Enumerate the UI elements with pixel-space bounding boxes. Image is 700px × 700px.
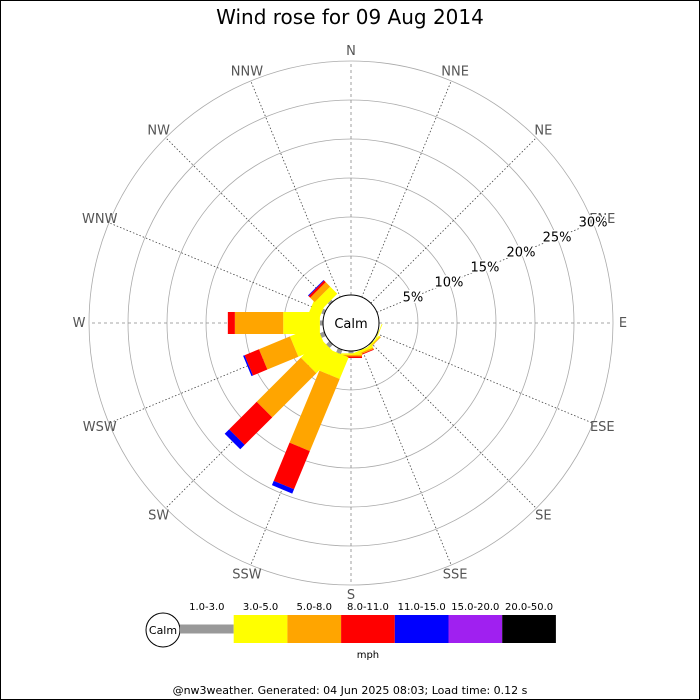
direction-label-nw: NW — [147, 124, 170, 139]
direction-label-ssw: SSW — [232, 567, 262, 582]
ring-label-3: 15% — [471, 261, 500, 276]
petal-nw-bin-2 — [314, 286, 338, 310]
spoke-ese — [376, 333, 594, 424]
petal-wsw-bin-3 — [258, 336, 299, 370]
ring-label-6: 30% — [579, 216, 608, 231]
spoke-nw — [165, 137, 332, 304]
direction-label-nnw: NNW — [231, 65, 263, 80]
petal-nw — [307, 279, 338, 310]
petal-sw-bin-1 — [326, 341, 333, 348]
petal-nw-bin-4 — [308, 280, 326, 298]
direction-label-ene: ENE — [589, 212, 615, 227]
petal-wsw-bin-5 — [243, 355, 253, 377]
petal-sw-bin-3 — [256, 357, 317, 418]
petal-nw-bin-1 — [327, 299, 333, 305]
spoke-nne — [361, 80, 452, 298]
petal-w-bin-4 — [227, 312, 235, 334]
petal-ssw-bin-4 — [273, 442, 310, 490]
petal-s-bin-1 — [348, 351, 354, 354]
direction-label-ese: ESE — [590, 420, 615, 435]
direction-label-n: N — [346, 44, 356, 59]
petal-w-bin-3 — [234, 312, 284, 334]
petal-s-bin-2 — [340, 353, 362, 355]
direction-label-ne: NE — [534, 124, 552, 139]
petal-sw-bin-4 — [229, 401, 273, 445]
petal-w-bin-1 — [319, 320, 323, 326]
petal-sw-bin-5 — [224, 429, 245, 450]
petal-sw-bin-2 — [300, 338, 336, 374]
direction-label-se: SE — [535, 508, 551, 523]
petal-nw-bin-3 — [310, 282, 331, 303]
chart-title: Wind rose for 09 Aug 2014 — [216, 5, 484, 29]
petal-nw-bin-5 — [307, 279, 325, 297]
direction-label-e: E — [619, 316, 627, 331]
ring-6 — [88, 60, 614, 586]
petal-s-bin-3 — [340, 354, 362, 357]
direction-label-nne: NNE — [441, 65, 469, 80]
ring-label-4: 20% — [507, 246, 536, 261]
petal-wsw-bin-4 — [244, 349, 268, 376]
spoke-se — [370, 342, 537, 509]
direction-label-sw: SW — [148, 508, 169, 523]
spoke-nnw — [250, 80, 341, 298]
footer-text: @nw3weather. Generated: 04 Jun 2025 08:0… — [172, 684, 528, 697]
direction-label-w: W — [73, 316, 86, 331]
spoke-ene — [376, 222, 594, 313]
direction-label-s: S — [347, 588, 355, 603]
petal-ssw-bin-5 — [271, 480, 295, 494]
ring-label-1: 5% — [403, 290, 424, 305]
petal-wnw-bin-1 — [321, 308, 327, 315]
petal-sse-bin-2 — [351, 345, 374, 356]
ring-label-5: 25% — [543, 231, 572, 246]
direction-label-wsw: WSW — [83, 420, 117, 435]
petal-ssw-bin-3 — [289, 370, 340, 452]
spoke-wnw — [108, 222, 326, 313]
spoke-ne — [370, 137, 537, 304]
direction-label-wnw: WNW — [82, 212, 118, 227]
calm-circle — [322, 294, 380, 352]
calm-label: Calm — [334, 317, 367, 332]
ring-label-2: 10% — [434, 275, 463, 290]
spoke-sse — [361, 348, 452, 566]
direction-label-sse: SSE — [443, 567, 468, 582]
petal-sw — [224, 338, 336, 450]
